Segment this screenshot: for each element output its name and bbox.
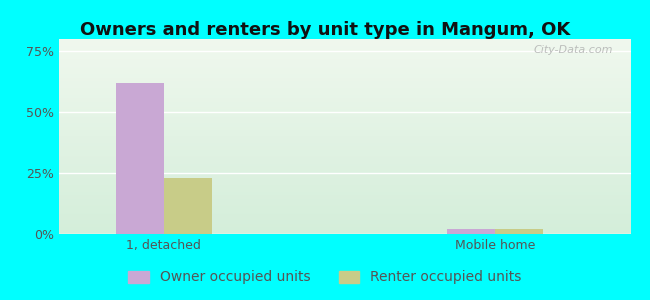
Text: City-Data.com: City-Data.com xyxy=(534,45,614,55)
Bar xyxy=(164,178,212,234)
Legend: Owner occupied units, Renter occupied units: Owner occupied units, Renter occupied un… xyxy=(123,265,527,290)
Bar xyxy=(495,229,543,234)
Text: Owners and renters by unit type in Mangum, OK: Owners and renters by unit type in Mangu… xyxy=(80,21,570,39)
Bar xyxy=(116,83,164,234)
Bar xyxy=(447,229,495,234)
